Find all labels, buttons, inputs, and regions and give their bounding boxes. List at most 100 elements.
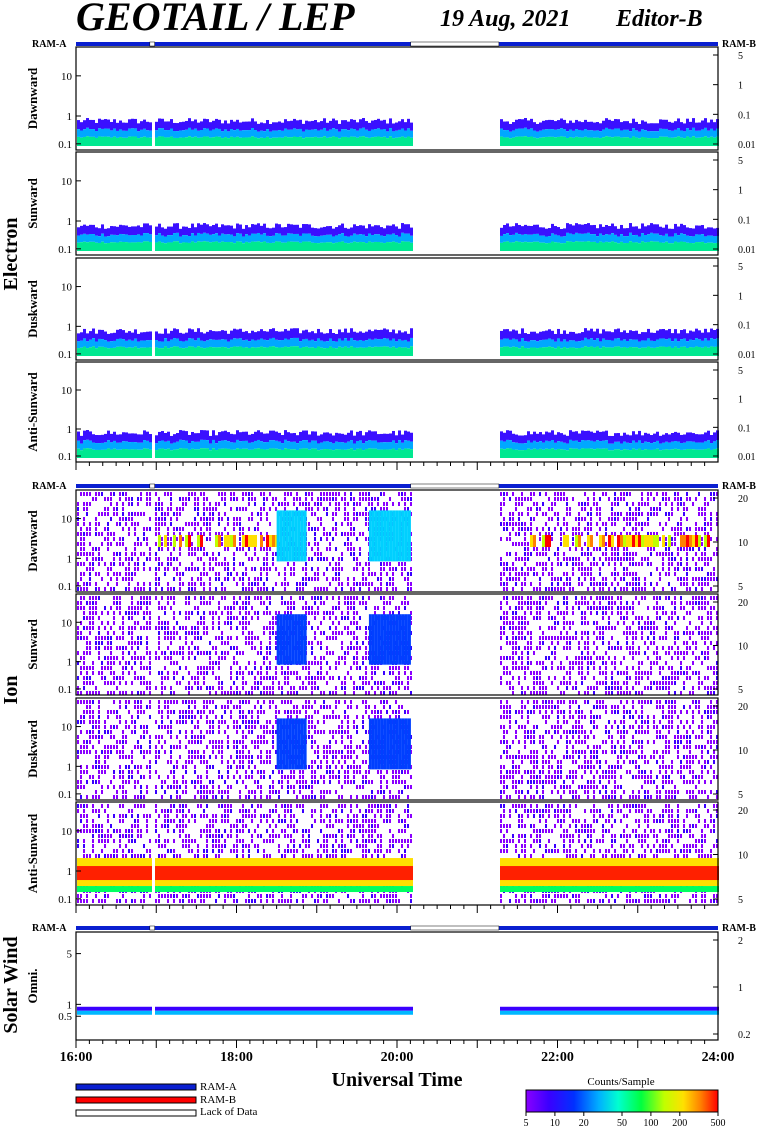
spectrogram-cell (284, 587, 286, 591)
spectrogram-cell (578, 517, 580, 521)
spectrogram-cell (536, 547, 538, 551)
spectrogram-cell (230, 626, 232, 630)
spectrogram-cell (305, 241, 308, 251)
spectrogram-cell (119, 676, 121, 680)
spectrogram-cell (569, 582, 571, 586)
spectrogram-cell (671, 542, 673, 546)
spectrogram-cell (293, 606, 295, 610)
spectrogram-cell (662, 119, 665, 129)
spectrogram-cell (83, 346, 86, 356)
spectrogram-cell (683, 442, 686, 450)
spectrogram-cell (77, 552, 79, 556)
spectrogram-cell (641, 502, 643, 506)
spectrogram-cell (359, 347, 362, 356)
spectrogram-cell (650, 547, 652, 551)
spectrogram-cell (530, 347, 533, 356)
spectrogram-cell (338, 492, 340, 496)
spectrogram-cell (242, 631, 244, 635)
spectrogram-cell (350, 542, 352, 546)
spectrogram-cell (308, 502, 310, 506)
spectrogram-cell (338, 433, 341, 442)
spectrogram-cell (116, 636, 118, 640)
spectrogram-cell (611, 347, 614, 356)
spectrogram-cell (599, 512, 601, 516)
spectrogram-cell (143, 340, 146, 348)
spectrogram-cell (104, 606, 106, 610)
spectrogram-cell (242, 331, 245, 341)
spectrogram-cell (260, 492, 262, 496)
spectrogram-cell (263, 676, 265, 680)
spectrogram-cell (680, 330, 683, 340)
spectrogram-cell (533, 130, 536, 138)
spectrogram-cell (539, 587, 541, 591)
spectrogram-cell (80, 435, 83, 444)
spectrogram-cell (320, 227, 323, 236)
spectrogram-cell (86, 341, 89, 349)
spectrogram-cell (335, 120, 338, 130)
spectrogram-cell (245, 121, 248, 131)
spectrogram-cell (89, 527, 91, 531)
spectrogram-cell (701, 507, 703, 511)
spectrogram-cell (77, 636, 79, 640)
spectrogram-cell (311, 567, 313, 571)
spectrogram-cell (197, 606, 199, 610)
spectrogram-cell (275, 440, 278, 449)
spectrogram-cell (290, 686, 292, 690)
spectrogram-cell (332, 537, 334, 541)
spectrogram-cell (161, 136, 164, 146)
spectrogram-cell (689, 236, 692, 243)
spectrogram-cell (560, 577, 562, 581)
spectrogram-cell (701, 340, 704, 348)
spectrogram-cell (191, 129, 194, 138)
spectrogram-cell (620, 340, 623, 348)
spectrogram-cell (296, 233, 299, 242)
spectrogram-cell (695, 552, 697, 556)
spectrogram-cell (509, 497, 511, 501)
spectrogram-cell (701, 120, 704, 130)
spectrogram-cell (131, 441, 134, 450)
spectrogram-cell (377, 587, 379, 591)
spectrogram-cell (164, 441, 167, 450)
spectrogram-cell (95, 572, 97, 576)
spectrogram-cell (269, 567, 271, 571)
spectrogram-cell (527, 557, 529, 561)
spectrogram-cell (548, 535, 551, 547)
spectrogram-cell (314, 348, 317, 356)
spectrogram-cell (353, 507, 355, 511)
spectrogram-cell (245, 448, 248, 458)
spectrogram-cell (320, 557, 322, 561)
spectrogram-cell (155, 137, 158, 146)
spectrogram-cell (164, 328, 167, 339)
spectrogram-cell (323, 235, 326, 243)
spectrogram-cell (218, 562, 220, 566)
spectrogram-cell (380, 137, 383, 146)
spectrogram-cell (524, 557, 526, 561)
spectrogram-cell (500, 557, 502, 561)
spectrogram-cell (245, 552, 247, 556)
spectrogram-cell (86, 636, 88, 640)
spectrogram-cell (665, 502, 667, 506)
spectrogram-cell (623, 527, 625, 531)
spectrogram-cell (296, 582, 298, 586)
spectrogram-cell (230, 646, 232, 650)
spectrogram-cell (635, 535, 638, 547)
spectrogram-cell (599, 348, 602, 356)
spectrogram-cell (269, 535, 272, 547)
spectrogram-cell (509, 242, 512, 251)
spectrogram-cell (569, 512, 571, 516)
spectrogram-cell (296, 492, 298, 496)
y-tick-label: 10 (61, 385, 73, 397)
spectrogram-cell (323, 492, 325, 496)
spectrogram-cell (641, 497, 643, 501)
spectrogram-cell (197, 441, 200, 450)
spectrogram-cell (329, 582, 331, 586)
spectrogram-cell (95, 122, 98, 132)
spectrogram-cell (227, 621, 229, 625)
spectrogram-cell (83, 572, 85, 576)
spectrogram-cell (269, 661, 271, 665)
spectrogram-cell (107, 228, 110, 237)
spectrogram-cell (308, 542, 310, 546)
spectrogram-cell (248, 636, 250, 640)
spectrogram-cell (302, 131, 305, 139)
spectrogram-cell (506, 329, 509, 339)
